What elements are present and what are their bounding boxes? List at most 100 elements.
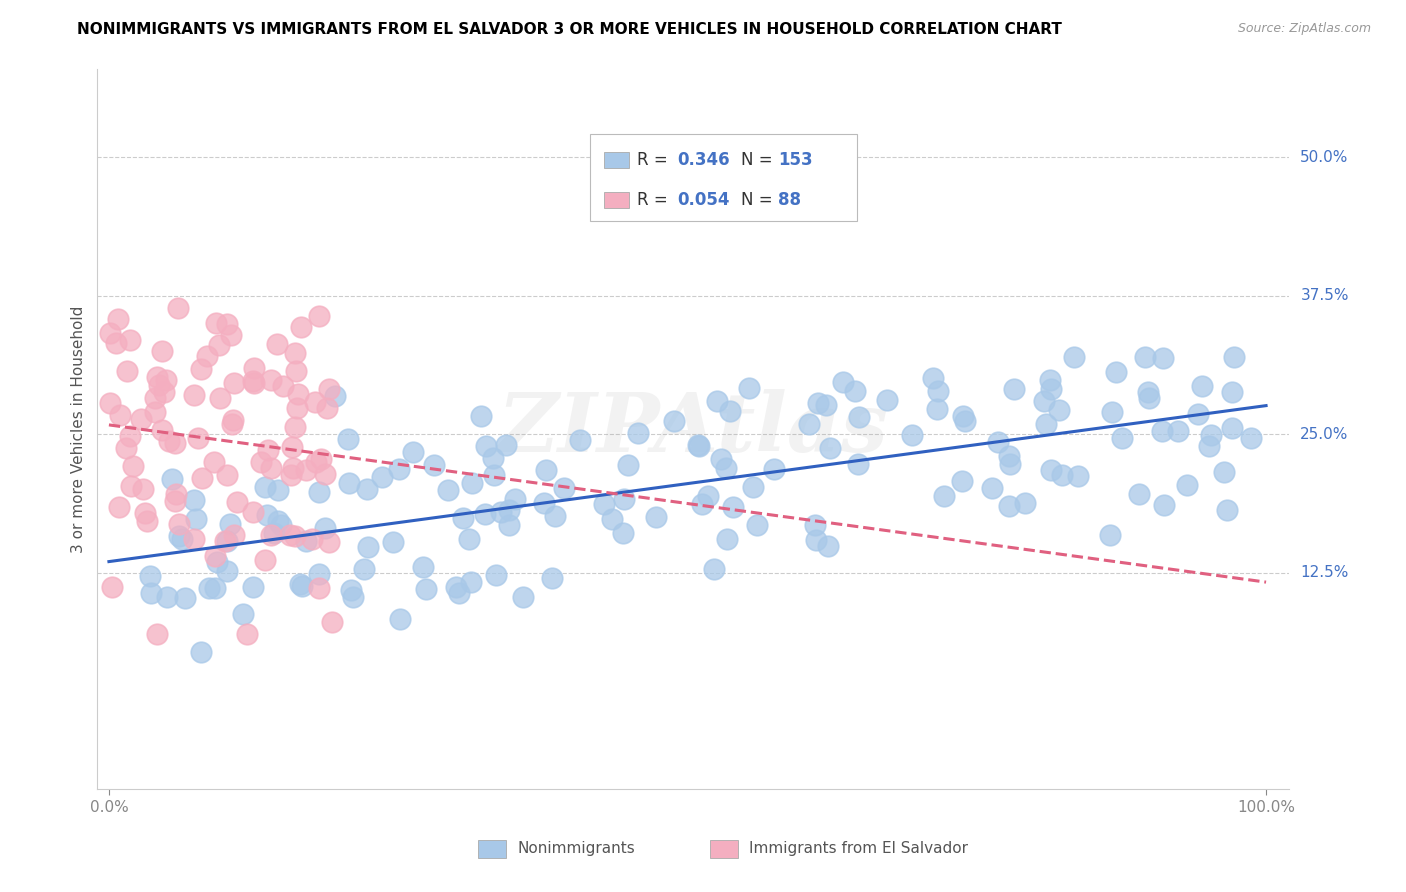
Point (281, 440, 304, 454)
Point (474, 508, 496, 522)
Point (1040, 382, 1063, 396)
Point (738, 381, 761, 395)
Point (950, 474, 973, 488)
Point (172, 532, 194, 546)
Point (612, 492, 634, 507)
Point (721, 500, 744, 514)
Text: NONIMMIGRANTS VS IMMIGRANTS FROM EL SALVADOR 3 OR MORE VEHICLES IN HOUSEHOLD COR: NONIMMIGRANTS VS IMMIGRANTS FROM EL SALV… (77, 22, 1062, 37)
Point (221, 417, 243, 431)
Point (690, 497, 713, 511)
Point (280, 468, 302, 483)
Point (1220, 421, 1243, 435)
Point (301, 532, 323, 546)
Point (150, 344, 173, 359)
Point (412, 560, 434, 574)
Point (741, 480, 763, 494)
Point (309, 452, 332, 467)
Point (1187, 407, 1209, 421)
Point (804, 533, 827, 547)
Point (900, 428, 922, 442)
Point (612, 526, 634, 541)
Point (308, 567, 330, 582)
Point (1167, 424, 1189, 438)
Point (353, 562, 375, 576)
Point (447, 585, 470, 599)
Point (146, 370, 169, 384)
Point (198, 581, 221, 595)
Point (236, 627, 259, 641)
Point (627, 426, 650, 441)
Point (1105, 365, 1128, 379)
Point (222, 376, 245, 391)
Point (481, 450, 503, 465)
Point (284, 364, 307, 378)
Point (204, 549, 226, 563)
Point (1199, 428, 1222, 442)
Point (316, 401, 339, 416)
Point (318, 382, 340, 396)
Point (1135, 350, 1157, 364)
Point (305, 455, 328, 469)
Point (747, 517, 769, 532)
Point (446, 580, 468, 594)
Point (1111, 431, 1133, 445)
Point (183, 387, 205, 401)
Point (1000, 457, 1022, 471)
Point (108, 409, 131, 423)
Point (285, 401, 308, 416)
Point (214, 534, 236, 549)
Point (153, 384, 176, 399)
Point (952, 409, 974, 423)
Point (921, 370, 943, 384)
Point (1240, 431, 1263, 445)
Point (512, 590, 534, 604)
Point (308, 485, 330, 500)
Point (336, 432, 359, 446)
Point (222, 412, 245, 426)
Text: Nonimmigrants: Nonimmigrants (517, 841, 636, 856)
Text: N =: N = (741, 151, 779, 169)
Point (987, 435, 1010, 450)
Point (284, 420, 307, 434)
Y-axis label: 3 or more Vehicles in Household: 3 or more Vehicles in Household (72, 305, 86, 552)
Point (184, 512, 207, 526)
Point (371, 470, 394, 484)
Point (190, 645, 212, 659)
Point (357, 540, 380, 554)
Point (148, 378, 170, 392)
Point (998, 449, 1021, 463)
Point (323, 389, 346, 403)
Point (100, 396, 122, 410)
Point (295, 463, 318, 477)
Point (498, 518, 520, 533)
Point (208, 338, 231, 352)
Point (832, 375, 855, 389)
Point (217, 317, 239, 331)
Point (1039, 463, 1062, 477)
Point (340, 582, 363, 597)
Text: ZIPAtlas: ZIPAtlas (498, 389, 889, 469)
Point (287, 386, 309, 401)
Point (222, 528, 245, 542)
Point (381, 535, 404, 549)
Point (135, 514, 157, 528)
Point (219, 516, 242, 531)
Point (1033, 394, 1056, 409)
Point (460, 574, 482, 589)
Point (485, 568, 508, 582)
Text: 0.346: 0.346 (676, 151, 730, 169)
Point (183, 493, 205, 508)
Point (209, 391, 232, 405)
Point (249, 455, 271, 469)
Point (534, 463, 557, 477)
Point (356, 482, 378, 496)
Point (260, 374, 283, 388)
Point (243, 376, 266, 391)
Text: Immigrants from El Salvador: Immigrants from El Salvador (749, 841, 969, 856)
Point (205, 555, 228, 569)
Point (225, 495, 247, 509)
Point (321, 615, 343, 629)
Point (118, 333, 141, 347)
Point (283, 346, 305, 360)
Point (143, 392, 166, 406)
